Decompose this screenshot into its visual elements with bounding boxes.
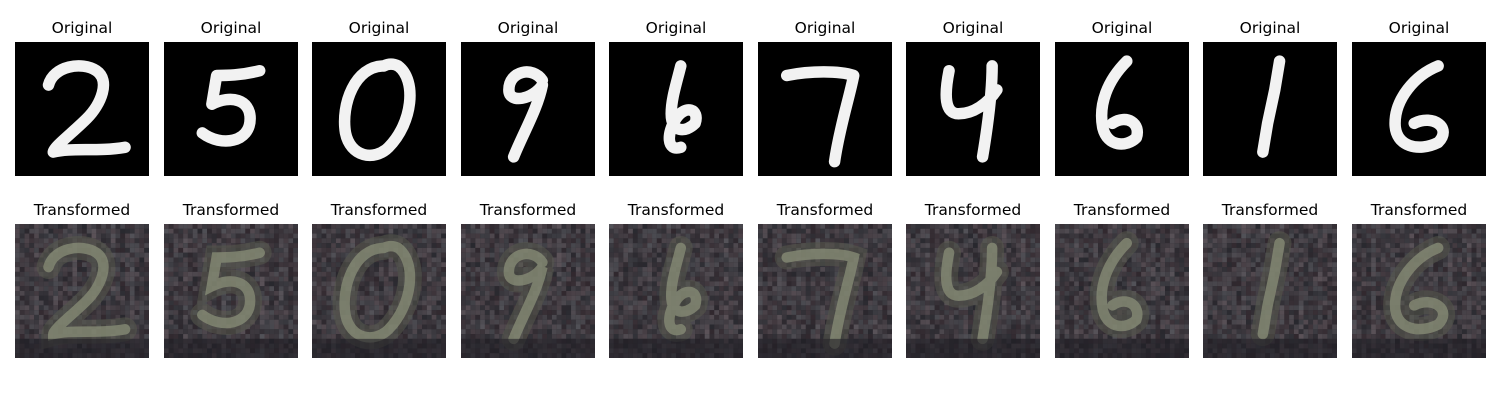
- digit-image-svg: [1055, 42, 1189, 176]
- image-title: Original: [51, 19, 113, 37]
- digit-image: [609, 42, 743, 176]
- digit-image-svg: [1055, 224, 1189, 358]
- image-title: Transformed: [330, 201, 428, 219]
- image-title: Transformed: [627, 201, 725, 219]
- digit-stroke: [940, 60, 1003, 163]
- digit-stroke: [1389, 60, 1449, 153]
- image-title: Original: [1091, 19, 1153, 37]
- image-vignette: [15, 338, 149, 358]
- digit-stroke: [1095, 55, 1143, 150]
- digit-image-svg: [461, 42, 595, 176]
- digit-image: [15, 224, 149, 358]
- digit-stroke: [1257, 237, 1285, 340]
- image-title: Original: [645, 19, 707, 37]
- digit-stroke: [196, 64, 266, 147]
- digit-image: [1203, 224, 1337, 358]
- digit-image: [1055, 224, 1189, 358]
- digit-image: [15, 42, 149, 176]
- image-title: Transformed: [1073, 201, 1171, 219]
- digit-stroke: [781, 248, 860, 349]
- image-vignette: [1203, 338, 1337, 358]
- digit-stroke: [197, 247, 265, 329]
- digit-image: [609, 224, 743, 358]
- digit-image-svg: [312, 224, 446, 358]
- digit-stroke: [339, 240, 416, 343]
- digit-stroke: [338, 58, 416, 162]
- digit-stroke: [503, 66, 549, 163]
- digit-image-svg: [1203, 224, 1337, 358]
- digit-image: [1203, 42, 1337, 176]
- image-title: Transformed: [1221, 201, 1319, 219]
- digit-stroke: [1257, 55, 1286, 158]
- digit-image: [461, 224, 595, 358]
- digit-image-svg: [609, 224, 743, 358]
- digit-image-svg: [758, 224, 892, 358]
- digit-image-svg: [1352, 224, 1486, 358]
- digit-stroke: [663, 60, 702, 154]
- digit-image-svg: [1203, 42, 1337, 176]
- digit-image: [312, 42, 446, 176]
- digit-image: [758, 42, 892, 176]
- digit-image-svg: [758, 42, 892, 176]
- image-background: [758, 42, 892, 176]
- image-vignette: [758, 338, 892, 358]
- digit-image-svg: [1352, 42, 1486, 176]
- digit-image-svg: [906, 224, 1040, 358]
- image-title: Original: [497, 19, 559, 37]
- digit-image-svg: [164, 42, 298, 176]
- image-title: Original: [348, 19, 410, 37]
- digit-stroke: [43, 242, 131, 341]
- digit-image: [906, 224, 1040, 358]
- image-vignette: [1055, 338, 1189, 358]
- image-title: Transformed: [776, 201, 874, 219]
- digit-image: [164, 42, 298, 176]
- digit-stroke: [664, 242, 702, 336]
- image-title: Original: [200, 19, 262, 37]
- image-vignette: [461, 338, 595, 358]
- digit-image-svg: [609, 42, 743, 176]
- digit-image-svg: [461, 224, 595, 358]
- image-background: [1352, 42, 1486, 176]
- digit-stroke: [503, 248, 548, 345]
- digit-image: [312, 224, 446, 358]
- image-title: Original: [942, 19, 1004, 37]
- digit-stroke: [940, 242, 1003, 345]
- digit-image: [461, 42, 595, 176]
- image-vignette: [906, 338, 1040, 358]
- image-vignette: [312, 338, 446, 358]
- digit-image-svg: [906, 42, 1040, 176]
- image-vignette: [164, 338, 298, 358]
- digit-image: [758, 224, 892, 358]
- image-title: Transformed: [1370, 201, 1468, 219]
- digit-image-svg: [164, 224, 298, 358]
- image-title: Original: [1388, 19, 1450, 37]
- digit-stroke: [780, 66, 860, 168]
- image-title: Transformed: [182, 201, 280, 219]
- digit-stroke: [1389, 242, 1449, 335]
- digit-image: [1352, 224, 1486, 358]
- digit-image: [1055, 42, 1189, 176]
- digit-image-svg: [15, 42, 149, 176]
- digit-image-svg: [15, 224, 149, 358]
- digit-image: [906, 42, 1040, 176]
- image-background: [164, 42, 298, 176]
- image-title: Original: [794, 19, 856, 37]
- image-title: Transformed: [33, 201, 131, 219]
- digit-image-svg: [312, 42, 446, 176]
- digit-stroke: [42, 60, 131, 158]
- image-vignette: [1352, 338, 1486, 358]
- digit-image: [1352, 42, 1486, 176]
- image-title: Original: [1239, 19, 1301, 37]
- image-title: Transformed: [479, 201, 577, 219]
- image-background: [461, 42, 595, 176]
- digit-stroke: [1096, 237, 1143, 332]
- image-vignette: [609, 338, 743, 358]
- image-title: Transformed: [924, 201, 1022, 219]
- digit-image: [164, 224, 298, 358]
